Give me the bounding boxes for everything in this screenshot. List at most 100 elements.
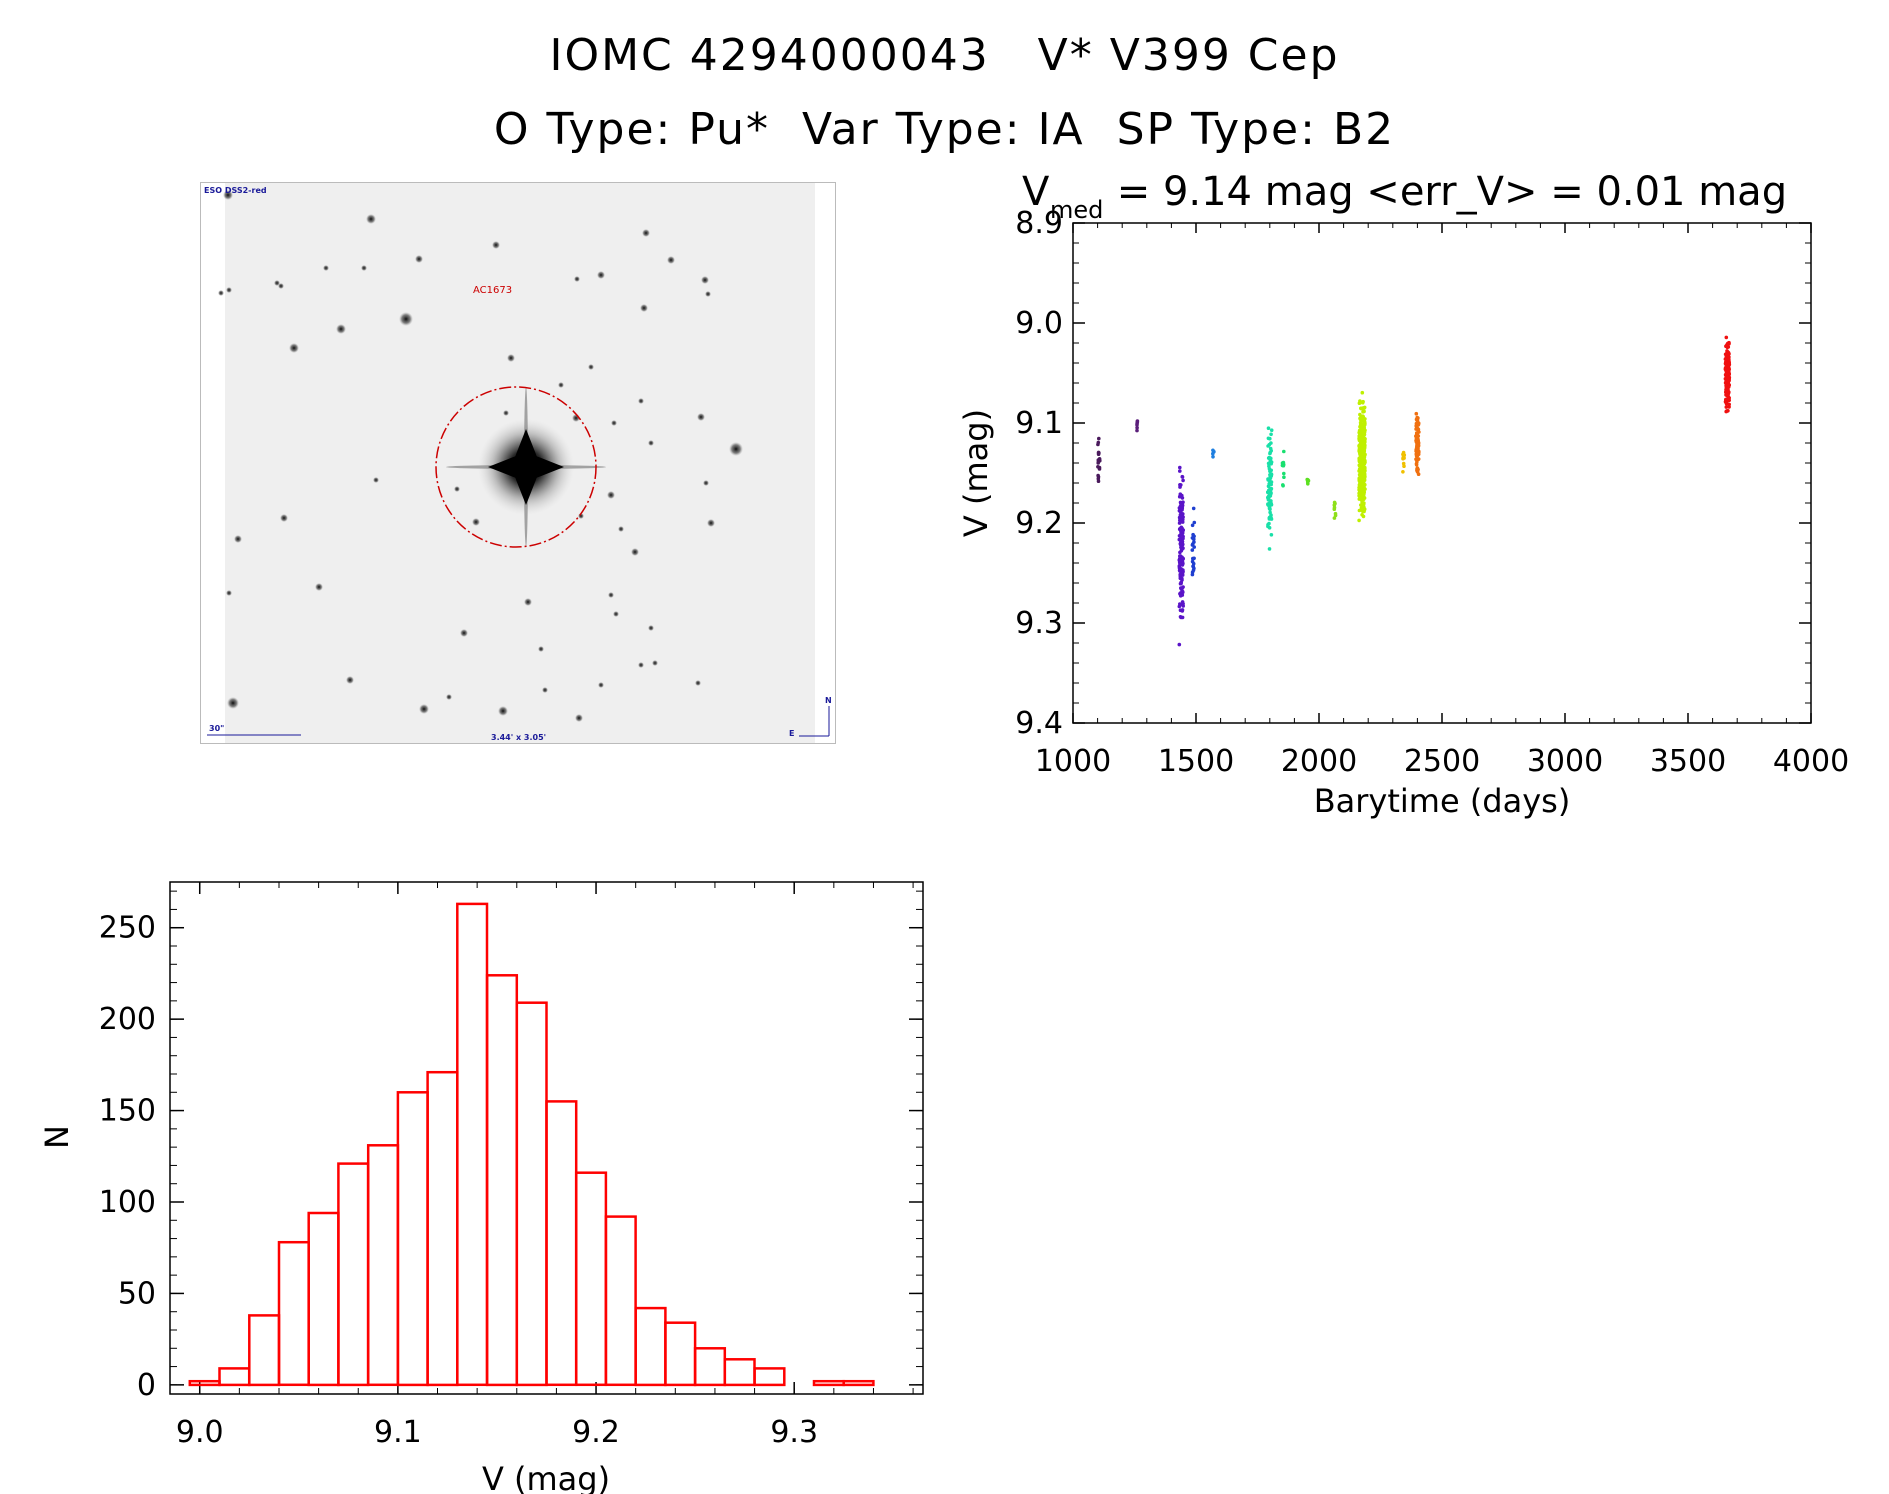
light-curve-point [1724,354,1729,359]
light-curve-point [1727,398,1731,403]
light-curve-point [1180,539,1185,544]
light-curve-point [1361,422,1365,426]
light-curve-point [1179,581,1183,586]
light-curve-point [1726,383,1731,387]
light-curve-point [1096,459,1101,464]
light-curve-point [1192,534,1196,539]
light-curve-point [1416,437,1420,442]
light-curve-point [1725,359,1730,363]
light-curve-point [1178,526,1183,531]
light-curve-point [1725,380,1729,384]
light-curve-point [1357,477,1361,481]
light-curve-point [1360,469,1364,474]
light-curve-point [1179,573,1184,577]
light-curve-point [1725,384,1730,389]
light-curve-point [1362,461,1367,466]
field-star [575,714,583,722]
light-curve-point [1362,483,1366,487]
light-curve-point [1361,444,1366,448]
light-curve-point [1267,442,1272,447]
light-curve-point [1725,345,1730,350]
light-curve-y-tick-labels: 8.9 9.0 9.1 9.2 9.3 9.4 [1015,206,1063,741]
light-curve-point [1362,490,1366,495]
light-curve-point [1414,440,1419,444]
light-curve-point [1361,495,1366,499]
light-curve-point [1360,473,1365,478]
light-curve-point [1281,460,1286,465]
light-curve-point [1401,452,1405,457]
light-curve-point [1359,461,1364,466]
light-curve-point [1727,370,1731,374]
light-curve-point [1178,556,1182,561]
light-curve-point [1177,509,1182,513]
hist-y-tick-label: 0 [137,1368,156,1403]
light-curve-point [1357,459,1362,463]
light-curve-point [1725,372,1730,376]
light-curve-point [1180,593,1185,597]
light-curve-point [1361,426,1366,430]
light-curve-point [1180,600,1185,604]
light-curve-point [1724,389,1728,394]
light-curve-point [1361,399,1365,404]
light-curve-point [1266,436,1271,441]
light-curve-point [1726,385,1731,389]
light-curve-point [1724,405,1729,409]
light-curve-point [1361,468,1365,472]
light-curve-point [1360,441,1365,446]
light-curve-point [1361,438,1365,443]
light-curve-point [1362,466,1367,471]
light-curve-point [1266,496,1270,500]
light-curve-point [1415,467,1419,471]
light-curve-point [1725,357,1729,361]
y-tick-label: 9.2 [1015,506,1063,541]
light-curve-point [1358,457,1362,462]
light-curve-point [1362,485,1366,490]
histogram-y-tick-labels: 0 50 100 150 200 250 [99,911,156,1403]
light-curve-point [1724,355,1729,359]
light-curve-point [1098,459,1102,463]
light-curve-point [1414,433,1419,438]
field-star [695,680,701,686]
histogram-bar [396,1091,429,1387]
field-star [588,364,594,370]
light-curve-point [1724,367,1729,372]
field-star [346,676,354,684]
light-curve-point [1363,458,1367,463]
light-curve-point [1360,492,1364,496]
light-curve-point [1192,566,1196,571]
light-curve-point [1358,468,1362,473]
light-curve-point [1269,473,1273,478]
light-curve-point [1724,401,1729,406]
light-curve-point [1724,386,1729,391]
field-star [729,442,743,456]
light-curve-point [1416,441,1421,446]
light-curve-point [1361,505,1366,509]
light-curve-point [1726,378,1731,383]
light-curve-point [1179,508,1183,513]
light-curve-point [1180,615,1185,620]
light-curve-point [1725,385,1730,389]
light-curve-point [1360,441,1364,446]
light-curve-point [1359,487,1363,491]
field-star [667,256,675,264]
light-curve-point [1357,430,1361,435]
light-curve-point [1267,464,1271,469]
light-curve-point [1357,478,1362,483]
light-curve-point [1269,456,1273,461]
field-star [607,491,615,499]
light-curve-point [1359,480,1364,485]
light-curve-point [1724,379,1728,384]
light-curve-point [1727,375,1731,379]
light-curve-point [1359,472,1364,477]
light-curve-point [1357,434,1361,438]
light-curve-point [1181,602,1185,606]
light-curve-point [1178,554,1183,558]
light-curve-point [1359,448,1363,453]
light-curve-point [1269,486,1274,491]
light-curve-point [1096,461,1100,465]
light-curve-point [1269,468,1273,473]
hist-x-tick-label: 9.0 [176,1415,224,1450]
compass-north-label: N [825,696,832,705]
light-curve-point [1362,495,1366,499]
light-curve-point [1359,429,1363,433]
